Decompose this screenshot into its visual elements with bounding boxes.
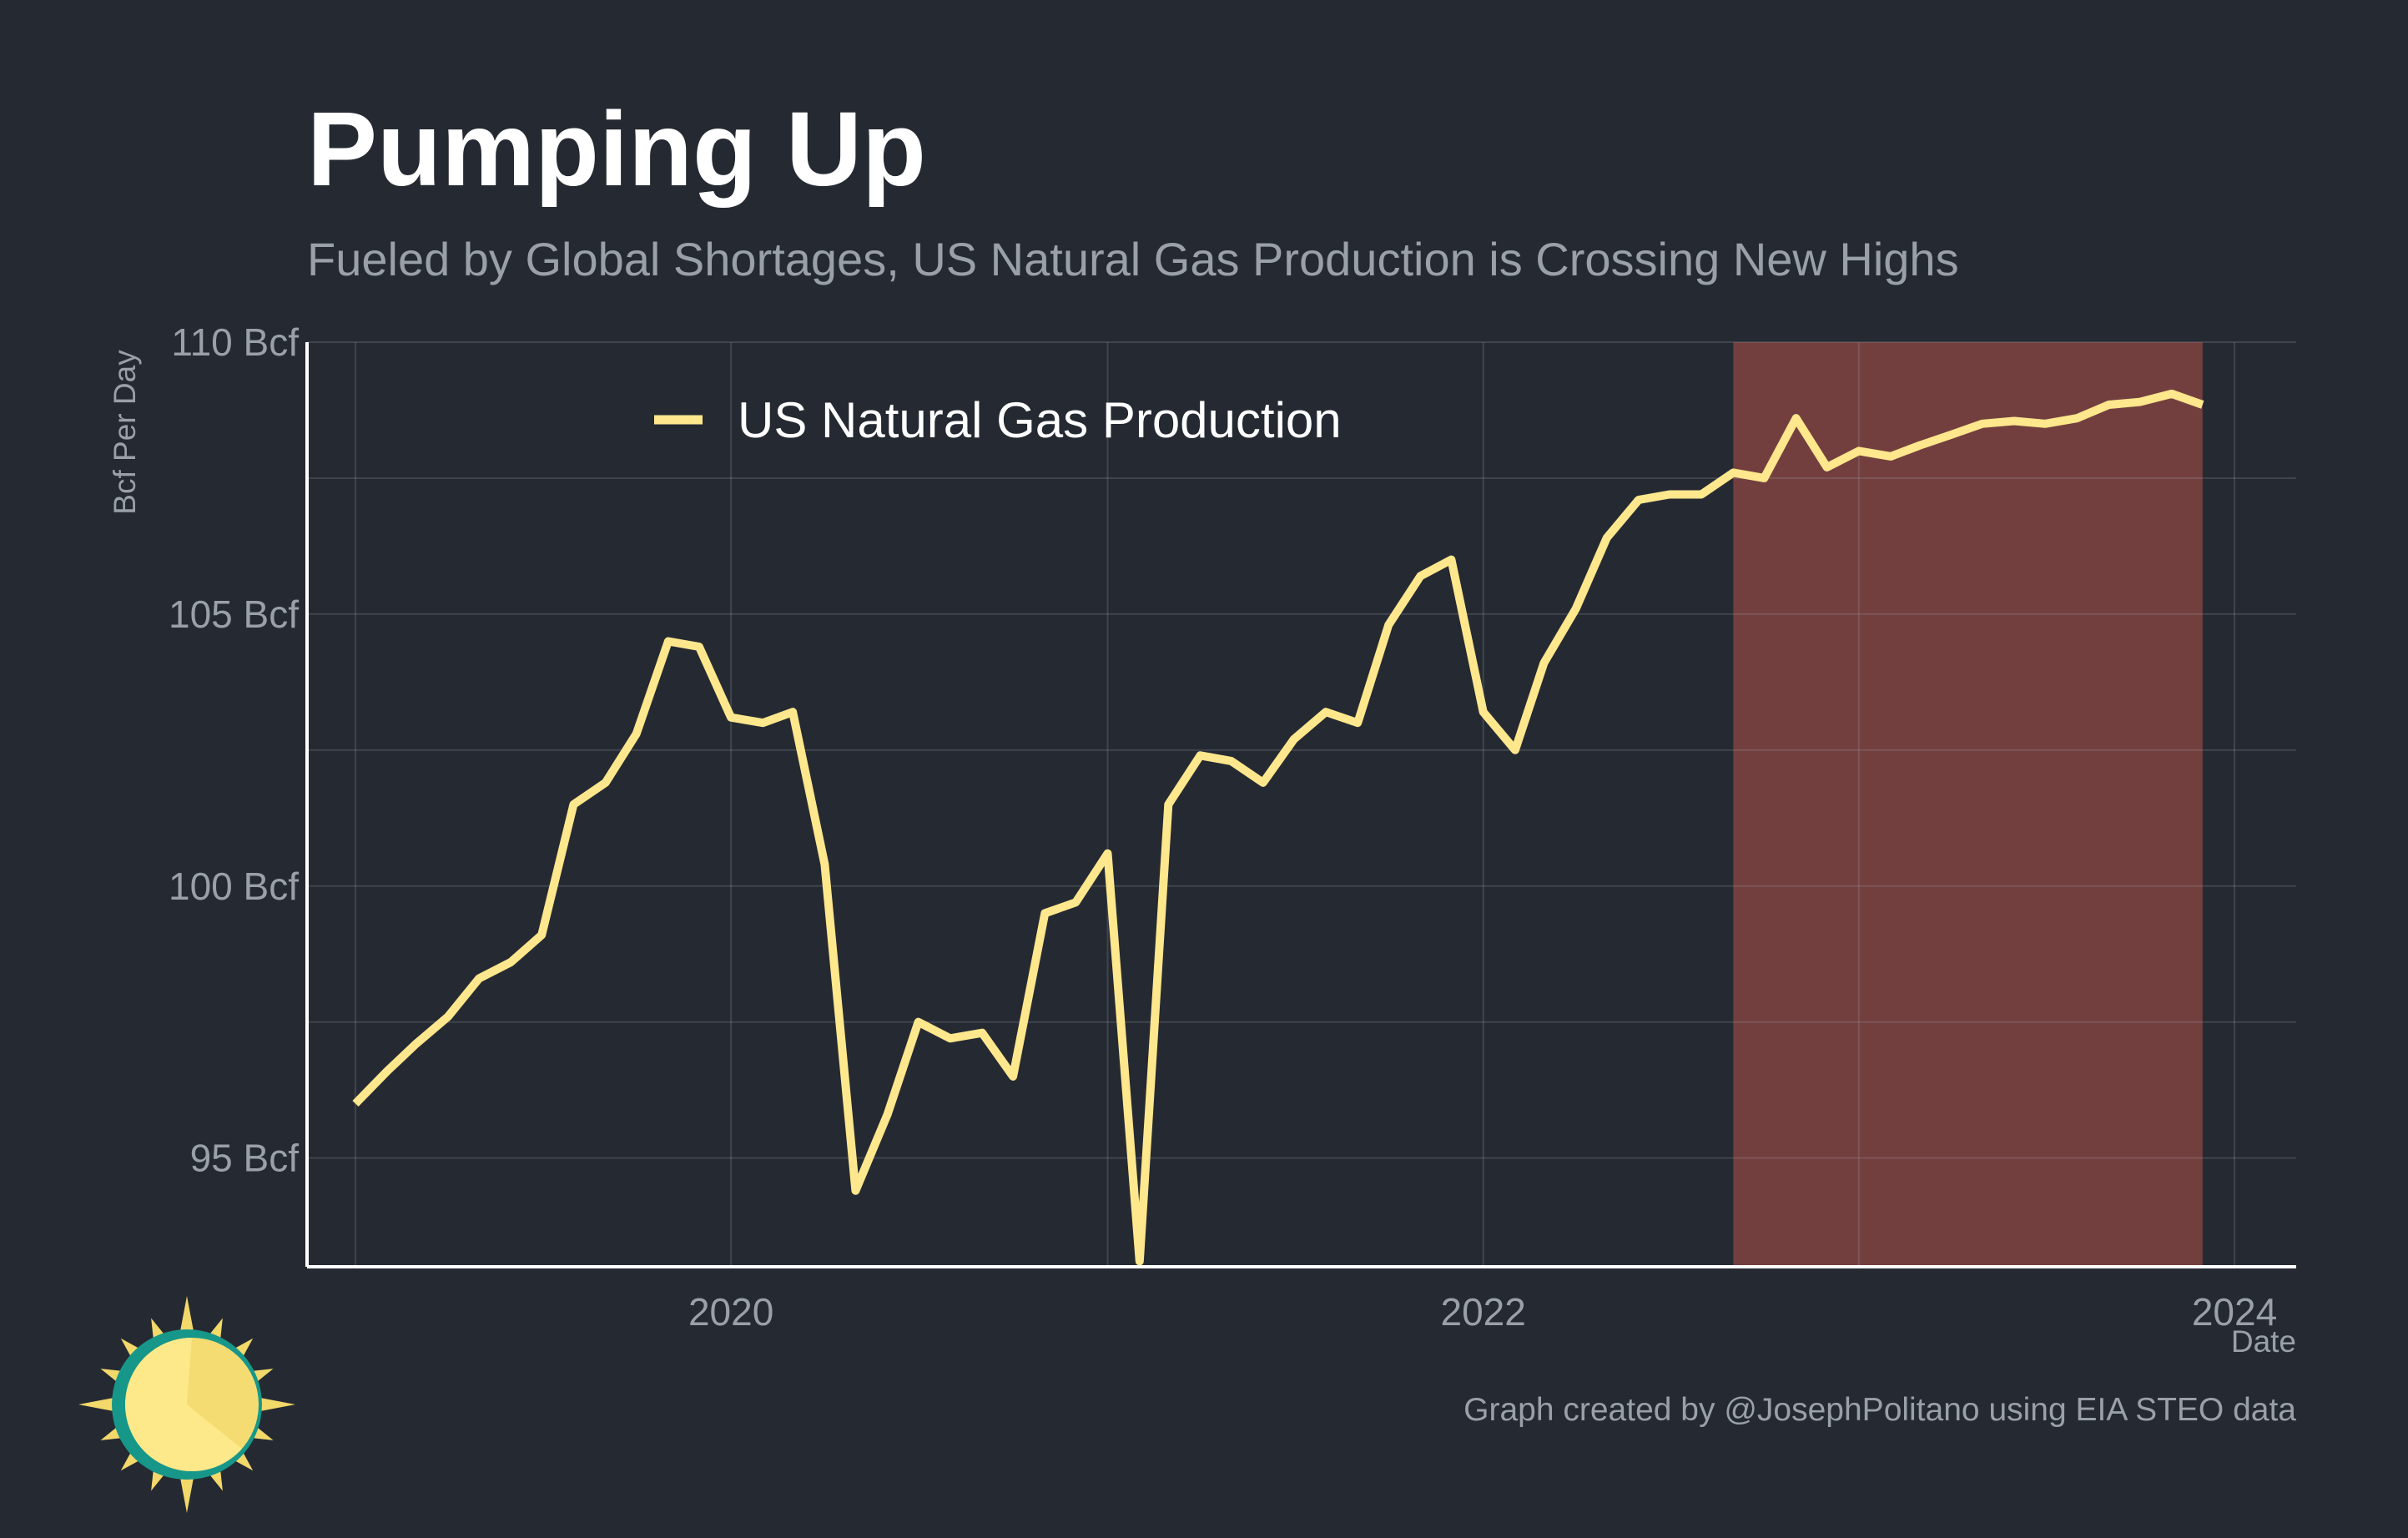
x-tick-label: 2020 <box>688 1290 773 1334</box>
sun-ray <box>179 1470 195 1513</box>
forecast-shaded-region <box>1733 342 2203 1267</box>
sun-ray <box>253 1396 295 1413</box>
series-layer <box>352 389 2204 1266</box>
series-line-0 <box>352 389 2204 1266</box>
y-tick-label: 95 Bcf <box>190 1137 300 1180</box>
x-tick-labels: 2020 2022 2024 <box>688 1290 2277 1334</box>
grid-lines <box>307 341 2296 1267</box>
sun-ray <box>78 1396 121 1413</box>
x-tick-label: 2022 <box>1441 1290 1526 1334</box>
axes <box>305 342 2296 1268</box>
chart-subtitle: Fueled by Global Shortages, US Natural G… <box>307 233 1959 285</box>
plot-area: 95 Bcf 100 Bcf 105 Bcf 110 Bcf 2020 2022 2024 <box>169 320 2296 1334</box>
legend-label: US Natural Gas Production <box>738 392 1342 448</box>
sun-ray <box>179 1296 195 1339</box>
y-tick-label: 110 Bcf <box>171 320 299 364</box>
x-axis-title: Date <box>2231 1324 2296 1359</box>
sun-logo-icon <box>78 1296 295 1513</box>
x-tick-label: 2024 <box>2192 1290 2277 1334</box>
chart-title: Pumping Up <box>307 90 926 208</box>
legend: US Natural Gas Production <box>654 392 1342 448</box>
y-tick-label: 100 Bcf <box>169 865 299 908</box>
source-caption: Graph created by @JosephPolitano using E… <box>1463 1392 2296 1428</box>
y-tick-label: 105 Bcf <box>169 593 299 636</box>
y-axis-title: Bcf Per Day <box>108 350 142 515</box>
y-tick-labels: 95 Bcf 100 Bcf 105 Bcf 110 Bcf <box>169 320 299 1180</box>
